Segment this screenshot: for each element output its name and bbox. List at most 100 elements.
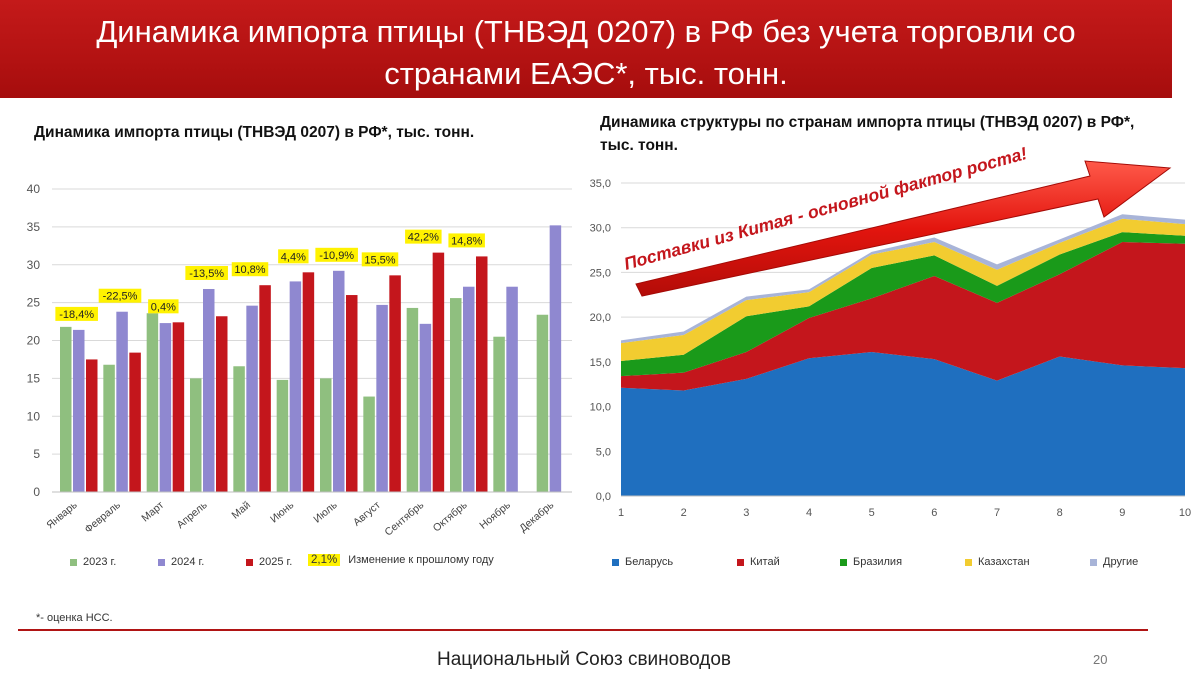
bar-x-tick-label: Декабрь	[517, 499, 556, 535]
legend-label-brazil: Бразилия	[853, 556, 903, 568]
change-label-bg	[148, 299, 179, 314]
bar-x-tick-label: Август	[351, 499, 383, 529]
bar-2025	[129, 352, 141, 492]
area-y-tick-label: 5,0	[596, 446, 611, 458]
area-x-tick-label: 1	[618, 507, 624, 519]
legend-item-change: 2,1% Изменение к прошлому году	[308, 554, 494, 566]
change-label-bg	[448, 233, 485, 248]
bar-2023	[276, 379, 289, 492]
change-label-bg	[185, 265, 228, 280]
area-y-tick-label: 15,0	[590, 357, 611, 369]
bar-2023	[450, 298, 462, 492]
bar-2024	[549, 225, 562, 493]
change-label: 42,2%	[408, 232, 439, 244]
area-y-tick-label: 10,0	[590, 402, 611, 414]
area-x-tick-label: 9	[1119, 507, 1125, 519]
bar-2025	[389, 275, 401, 492]
legend-label-2023: 2023 г.	[83, 556, 117, 568]
legend-item-belarus: Беларусь	[612, 556, 673, 568]
legend-change-sample: 2,1%	[308, 554, 341, 566]
change-label: 15,5%	[364, 254, 395, 266]
bar-y-tick-label: 0	[33, 485, 40, 499]
bar-y-tick-label: 40	[27, 182, 41, 196]
area-series-3	[621, 218, 1185, 361]
bar-y-tick-label: 15	[27, 371, 41, 385]
bar-2024	[376, 304, 388, 492]
right-chart-title: Динамика структуры по странам импорта пт…	[600, 114, 1135, 154]
area-x-tick-label: 2	[681, 507, 687, 519]
legend-change-text: Изменение к прошлому году	[348, 554, 494, 566]
bar-2024	[203, 288, 215, 492]
change-label: -22,5%	[103, 291, 138, 303]
bar-x-tick-label: Январь	[44, 499, 80, 532]
change-label-bg	[361, 252, 399, 267]
change-label: 4,4%	[281, 251, 306, 263]
bar-2025	[302, 272, 315, 492]
bar-x-tick-label: Май	[229, 499, 253, 522]
legend-swatch-2024	[158, 558, 165, 566]
legend-swatch-brazil	[840, 558, 847, 566]
bar-x-tick-label: Ноябрь	[477, 499, 513, 532]
legend-item-2023: 2023 г.	[70, 556, 116, 568]
bar-2024	[463, 286, 475, 492]
area-x-tick-label: 6	[931, 507, 937, 519]
bar-2024	[289, 281, 302, 492]
bar-2025	[172, 322, 185, 492]
bar-x-tick-label: Июль	[311, 499, 340, 526]
bar-2023	[103, 364, 115, 492]
area-x-tick-label: 5	[869, 507, 875, 519]
change-label-bg	[231, 262, 269, 277]
page-title-line2: странами ЕАЭС*, тыс. тонн.	[384, 56, 788, 91]
area-y-tick-label: 0,0	[596, 491, 611, 503]
bar-2023	[320, 378, 332, 492]
legend-swatch-china	[737, 558, 744, 566]
change-label: 0,4%	[151, 301, 176, 313]
area-series-4	[621, 214, 1185, 344]
legend-swatch-2025	[246, 558, 253, 566]
area-series-0	[621, 352, 1185, 496]
area-x-tick-label: 7	[994, 507, 1000, 519]
bar-x-tick-label: Март	[139, 499, 166, 524]
change-label: -10,9%	[319, 250, 354, 262]
bar-2024	[333, 270, 345, 492]
legend-label-china: Китай	[750, 556, 780, 568]
bar-y-tick-label: 25	[27, 296, 41, 310]
change-label-bg	[98, 288, 142, 303]
bar-y-tick-label: 10	[27, 409, 41, 423]
change-label-bg	[405, 229, 442, 244]
growth-arrow	[635, 160, 1172, 297]
legend-swatch-kazakhstan	[965, 558, 972, 566]
legend-item-brazil: Бразилия	[840, 556, 902, 568]
area-y-tick-label: 20,0	[590, 312, 611, 324]
page-number: 20	[1093, 652, 1108, 667]
area-y-tick-label: 35,0	[590, 178, 611, 190]
legend-swatch-2023	[70, 558, 77, 566]
bar-2024	[246, 305, 258, 492]
change-label: 14,8%	[451, 235, 482, 247]
bar-2023	[233, 366, 245, 492]
bar-x-tick-label: Апрель	[175, 499, 210, 531]
bar-2025	[86, 359, 98, 492]
change-label: 10,8%	[234, 264, 265, 276]
legend-label-other: Другие	[1103, 556, 1139, 568]
area-y-tick-label: 30,0	[590, 223, 611, 235]
bar-2023	[406, 307, 419, 492]
bar-2024	[419, 323, 432, 492]
bar-2024	[159, 323, 172, 492]
area-series-2	[621, 232, 1185, 377]
legend-item-other: Другие	[1090, 556, 1138, 568]
legend-item-china: Китай	[737, 556, 780, 568]
title-banner: Динамика импорта птицы (ТНВЭД 0207) в РФ…	[0, 0, 1172, 98]
bar-2023	[536, 314, 549, 492]
area-series-1	[621, 242, 1185, 391]
bar-2024	[506, 286, 518, 492]
change-label: -13,5%	[189, 268, 224, 280]
bar-x-tick-label: Июнь	[268, 499, 297, 526]
legend-label-2025: 2025 г.	[259, 556, 293, 568]
footer-divider	[18, 629, 1148, 631]
legend-item-2025: 2025 г.	[246, 556, 292, 568]
bar-x-tick-label: Октябрь	[431, 499, 470, 535]
bar-2023	[363, 396, 375, 492]
legend-label-kazakhstan: Казахстан	[978, 556, 1030, 568]
